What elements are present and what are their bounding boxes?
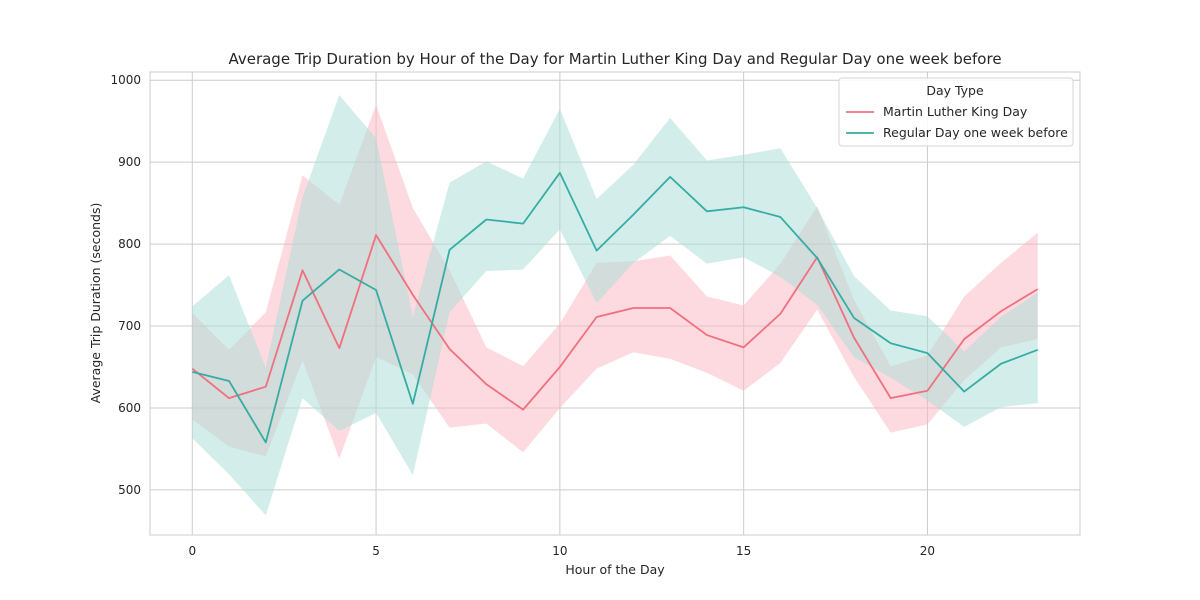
plot-frame <box>149 71 1081 536</box>
x-tick-label: 5 <box>372 544 380 558</box>
legend-items: Martin Luther King Day Regular Day one we… <box>846 104 1068 140</box>
x-tick-label: 15 <box>736 544 751 558</box>
legend-box <box>838 77 1074 147</box>
x-tick-label: 10 <box>552 544 567 558</box>
x-tick-label: 0 <box>188 544 196 558</box>
confidence-band-2 <box>192 94 1038 516</box>
y-tick-label: 900 <box>118 155 141 169</box>
series-line-2 <box>192 171 1039 444</box>
legend-title: Day Type <box>926 83 984 98</box>
series-lines <box>191 171 1039 444</box>
series-line-1 <box>191 234 1039 411</box>
y-tick-label: 700 <box>118 319 141 333</box>
y-tick-label: 600 <box>118 401 141 415</box>
legend: Day Type Martin Luther King Day Regular D… <box>838 77 1074 147</box>
y-tick-label: 800 <box>118 237 141 251</box>
x-tick-label: 20 <box>920 544 935 558</box>
legend-label: Martin Luther King Day <box>883 104 1028 119</box>
legend-label: Regular Day one week before <box>883 125 1068 140</box>
y-axis-label: Average Trip Duration (seconds) <box>88 203 103 404</box>
x-axis-ticks: 0 5 10 15 20 <box>188 544 935 558</box>
y-tick-label: 500 <box>118 483 141 497</box>
y-axis-ticks: 500 600 700 800 900 1000 <box>110 73 141 497</box>
y-tick-label: 1000 <box>110 73 141 87</box>
chart-title: Average Trip Duration by Hour of the Day… <box>228 50 1001 68</box>
confidence-bands <box>192 94 1038 516</box>
x-axis-label: Hour of the Day <box>565 562 665 577</box>
